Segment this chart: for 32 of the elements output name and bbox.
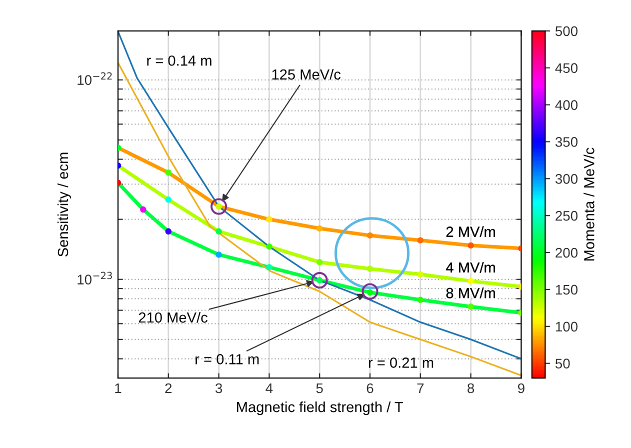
y-tick-label: 10$^{−22}$ bbox=[78, 72, 112, 85]
color-bar-label: 200 bbox=[556, 248, 578, 258]
color-bar-title: Momenta / MeV/c bbox=[584, 148, 594, 260]
color-bar-label: 50 bbox=[555, 358, 570, 369]
x-tick-label: 4 bbox=[266, 383, 273, 394]
color-bar-label: 350 bbox=[555, 137, 578, 147]
y-axis-title: Sensitivity / ecm bbox=[57, 152, 72, 257]
x-tick-label: 9 bbox=[518, 383, 524, 394]
color-bar-label: 250 bbox=[556, 210, 578, 221]
color-bar-label: 150 bbox=[556, 284, 578, 295]
color-bar-label: 450 bbox=[555, 63, 578, 74]
annotation: r = 0.11 m bbox=[196, 354, 259, 364]
series-label: 8 MV/m bbox=[446, 288, 495, 298]
series-label: r = 0.14 m bbox=[147, 55, 212, 66]
annotation: 125 MeV/c bbox=[272, 68, 341, 80]
color-bar-label: 400 bbox=[555, 100, 578, 110]
series-label: 4 MV/m bbox=[446, 262, 495, 273]
x-tick-label: 5 bbox=[316, 383, 323, 394]
series-label: r = 0.21 m bbox=[368, 358, 434, 368]
color-bar-label: 300 bbox=[555, 174, 578, 184]
x-tick-label: 7 bbox=[417, 383, 424, 394]
x-tick-label: 6 bbox=[366, 383, 374, 394]
x-tick-label: 3 bbox=[215, 383, 222, 394]
color-bar-label: 100 bbox=[556, 322, 578, 332]
series-label: 2 MV/m bbox=[446, 226, 495, 237]
y-tick-label: 10$^{−23}$ bbox=[78, 272, 112, 284]
color-bar-label: 500 bbox=[555, 26, 578, 36]
x-tick-label: 1 bbox=[115, 383, 122, 394]
x-tick-label: 8 bbox=[468, 383, 474, 394]
annotation: 210 MeV/c bbox=[138, 312, 208, 323]
x-tick-label: 2 bbox=[165, 383, 172, 394]
x-axis-title: Magnetic field strength / T bbox=[237, 401, 404, 416]
